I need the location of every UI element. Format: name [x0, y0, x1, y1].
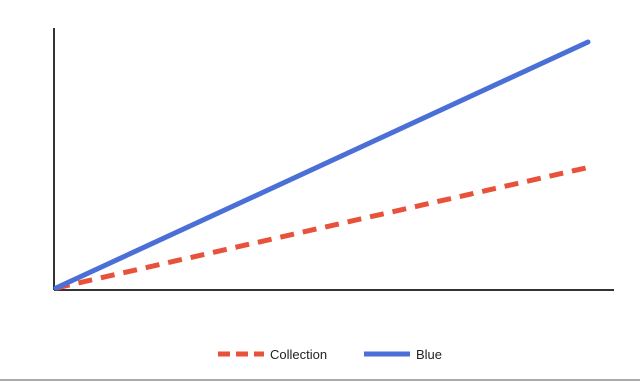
plot-area — [0, 28, 640, 381]
series-line-collection — [55, 165, 589, 291]
legend: Collection Blue — [218, 347, 442, 362]
legend-label-blue: Blue — [416, 347, 442, 362]
series-line-blue — [53, 39, 591, 291]
legend-label-collection: Collection — [270, 347, 327, 362]
